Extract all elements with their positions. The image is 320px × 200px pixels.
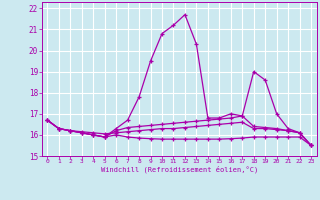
X-axis label: Windchill (Refroidissement éolien,°C): Windchill (Refroidissement éolien,°C) bbox=[100, 166, 258, 173]
